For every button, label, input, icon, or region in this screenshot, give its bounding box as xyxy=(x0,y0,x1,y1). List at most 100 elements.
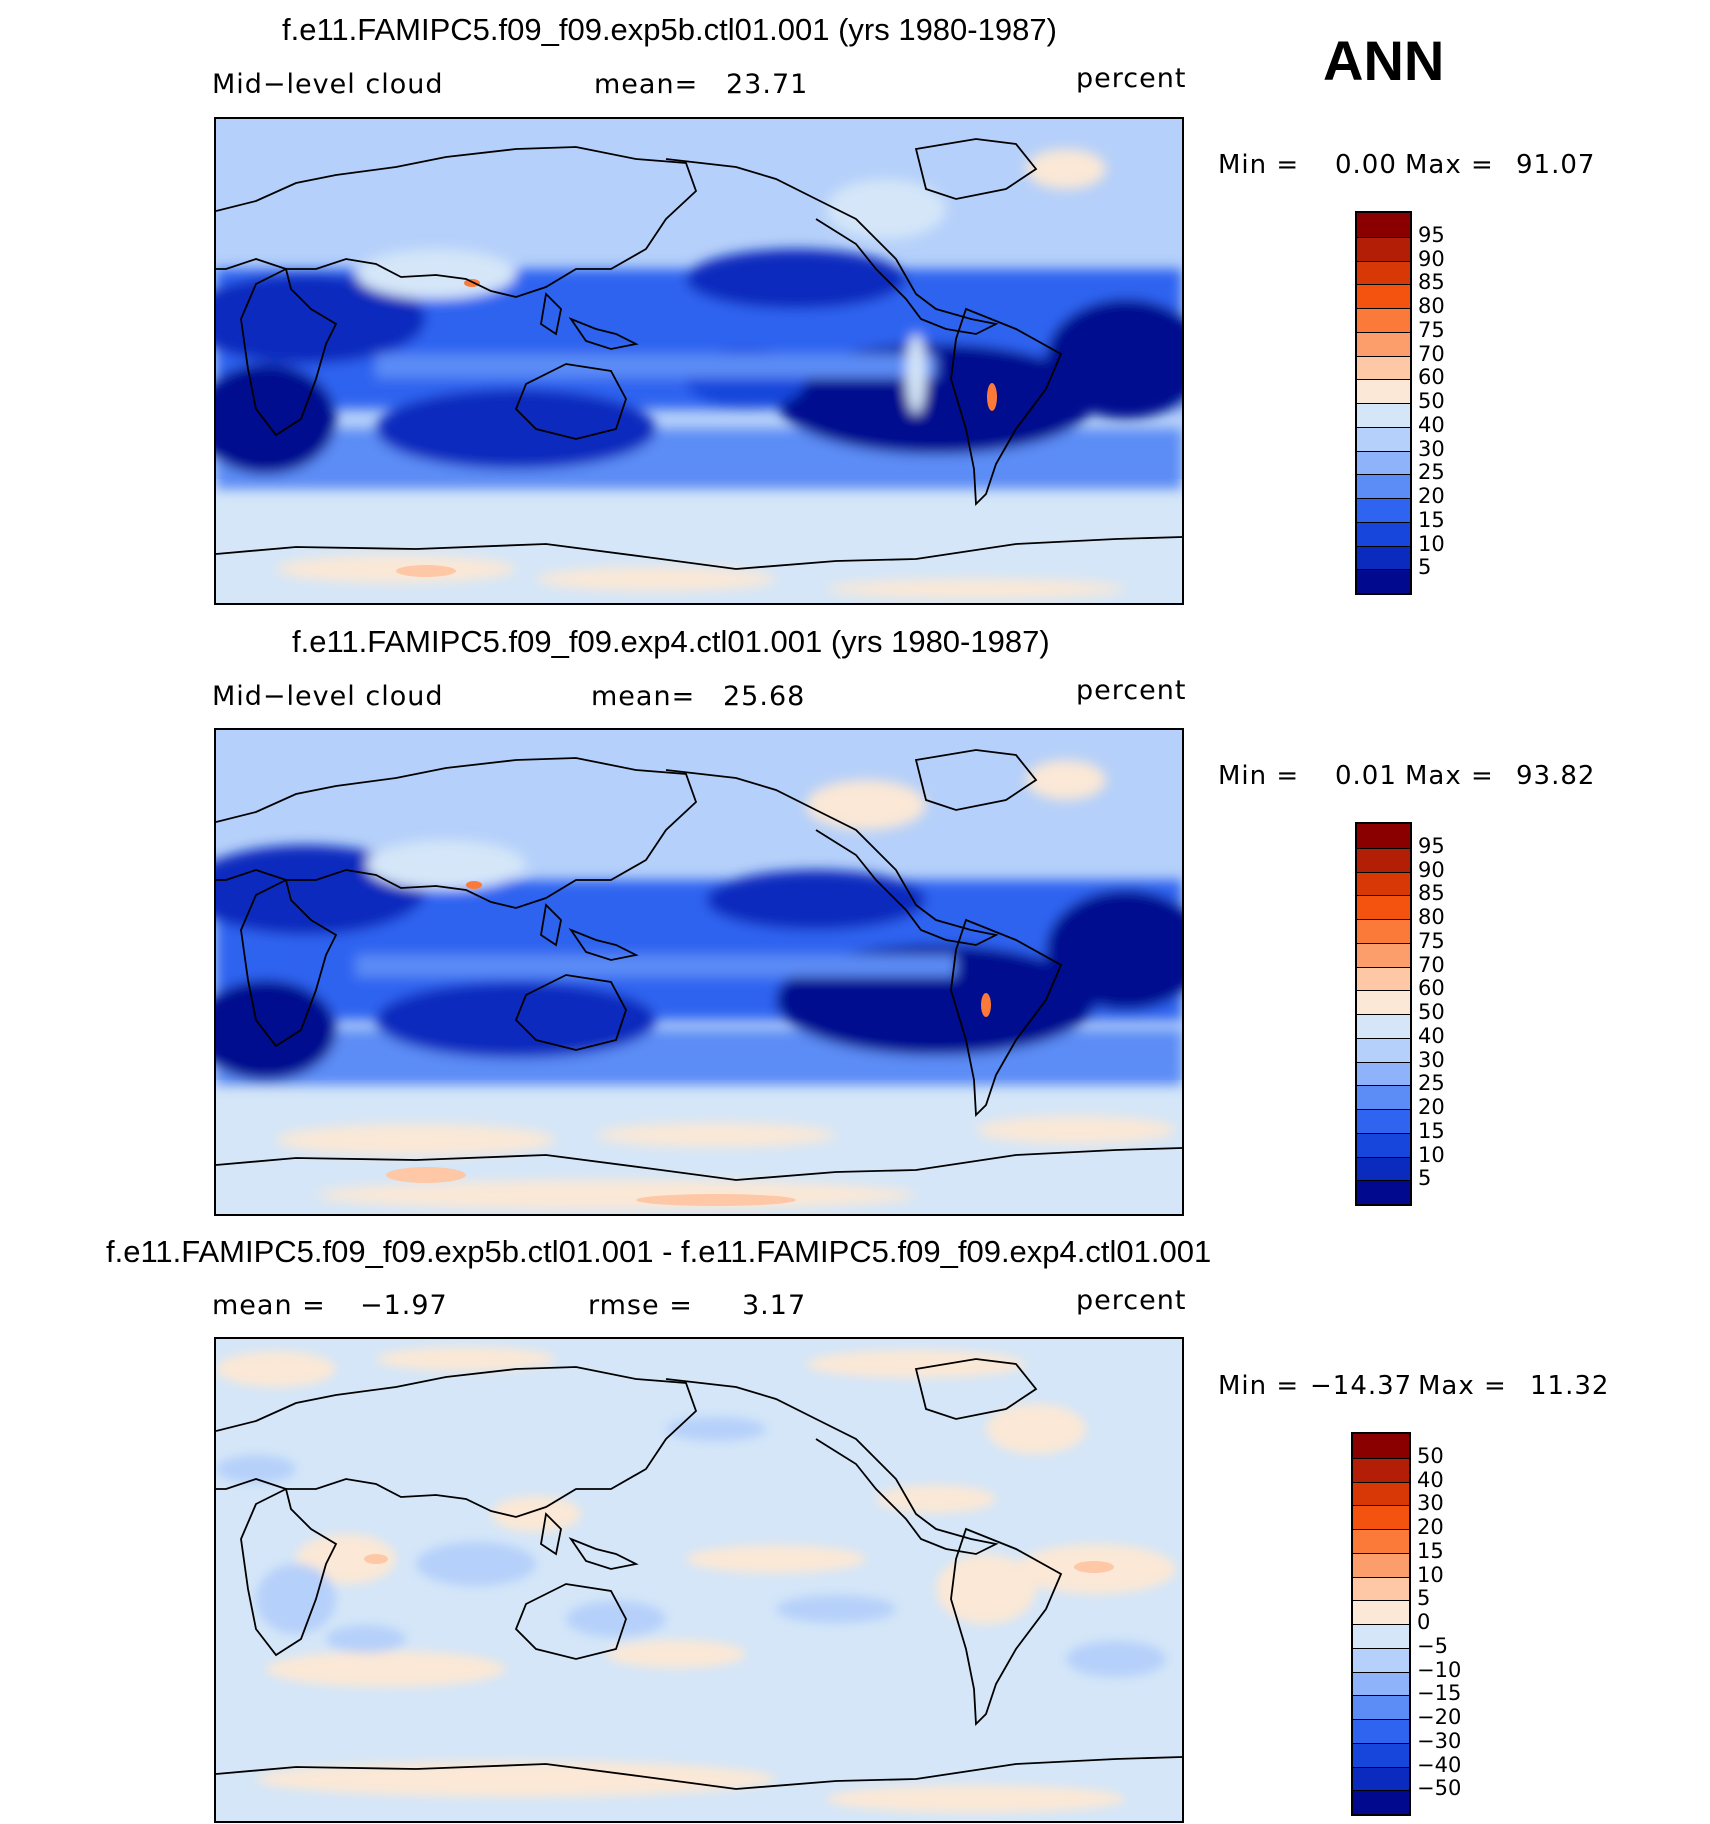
panel-3-max-value: 11.32 xyxy=(1530,1371,1610,1401)
colorbar-box xyxy=(1357,1132,1410,1157)
colorbar-level-label: 20 xyxy=(1418,484,1445,508)
colorbar-level-label: 75 xyxy=(1418,317,1445,342)
colorbar-box xyxy=(1353,1529,1409,1553)
colorbar-box xyxy=(1357,308,1410,332)
colorbar-box xyxy=(1353,1624,1409,1648)
colorbar-level-label: −50 xyxy=(1417,1776,1462,1801)
colorbar-box xyxy=(1357,942,1410,967)
colorbar-box xyxy=(1353,1647,1409,1672)
colorbar-box xyxy=(1353,1719,1409,1743)
colorbar-level-label: −40 xyxy=(1417,1752,1462,1777)
colorbar-box xyxy=(1357,871,1410,896)
panel-2-variable-label: Mid−level cloud xyxy=(212,681,444,712)
colorbar-box xyxy=(1353,1600,1409,1624)
colorbar-box xyxy=(1357,521,1410,546)
panel-1-max-value: 91.07 xyxy=(1516,150,1596,180)
colorbar-box xyxy=(1357,1061,1410,1086)
colorbar-box xyxy=(1353,1742,1409,1767)
colorbar-level-label: 50 xyxy=(1418,1000,1445,1024)
colorbar-box xyxy=(1357,1014,1410,1038)
panel-3-min-value: −14.37 xyxy=(1310,1371,1413,1401)
colorbar-box xyxy=(1357,966,1410,991)
colorbar-level-label: 10 xyxy=(1418,531,1445,556)
colorbar-level-label: 30 xyxy=(1417,1491,1444,1516)
colorbar-level-label: 15 xyxy=(1418,1118,1445,1143)
panel-2-map xyxy=(214,728,1184,1216)
colorbar-box xyxy=(1353,1671,1409,1696)
colorbar-box xyxy=(1357,426,1410,451)
colorbar-box xyxy=(1353,1576,1409,1601)
colorbar-box xyxy=(1357,284,1410,308)
colorbar-level-label: 85 xyxy=(1418,270,1445,295)
colorbar-box xyxy=(1353,1790,1409,1814)
panel-1-mean-value: 23.71 xyxy=(726,69,809,100)
panel-3-mean-label: mean = xyxy=(212,1290,326,1321)
panel-3-rmse-value: 3.17 xyxy=(742,1290,807,1321)
colorbar-level-label: 50 xyxy=(1418,389,1445,413)
panel-2-mean-value: 25.68 xyxy=(723,681,806,712)
colorbar-box xyxy=(1357,895,1410,919)
colorbar-level-label: 40 xyxy=(1417,1467,1444,1492)
colorbar-box xyxy=(1357,474,1410,498)
panel-1-min-value: 0.00 xyxy=(1335,150,1397,180)
colorbar-level-label: 40 xyxy=(1418,412,1445,437)
colorbar-box xyxy=(1353,1434,1409,1458)
panel-3-colorbar xyxy=(1351,1432,1411,1816)
panel-2-mean-label: mean= xyxy=(591,681,696,712)
colorbar-level-label: 30 xyxy=(1418,436,1445,461)
colorbar-box xyxy=(1353,1552,1409,1577)
colorbar-box xyxy=(1357,919,1410,943)
colorbar-box xyxy=(1357,1156,1410,1181)
colorbar-level-label: −30 xyxy=(1417,1728,1462,1753)
panel-1-min-label: Min = xyxy=(1218,150,1300,180)
panel-2-min-label: Min = xyxy=(1218,761,1300,791)
colorbar-box xyxy=(1357,498,1410,522)
colorbar-level-label: 10 xyxy=(1418,1142,1445,1167)
panel-1-title: f.e11.FAMIPC5.f09_f09.exp5b.ctl01.001 (y… xyxy=(282,12,1057,47)
colorbar-level-label: 0 xyxy=(1417,1610,1431,1634)
colorbar-box xyxy=(1357,545,1410,570)
colorbar-level-label: 95 xyxy=(1418,222,1445,247)
colorbar-box xyxy=(1357,260,1410,285)
colorbar-level-label: 5 xyxy=(1417,1586,1431,1611)
panel-3-mean-value: −1.97 xyxy=(360,1290,448,1321)
colorbar-box xyxy=(1357,355,1410,380)
colorbar-box xyxy=(1353,1457,1409,1482)
colorbar-level-label: 70 xyxy=(1418,952,1445,977)
colorbar-box xyxy=(1357,990,1410,1014)
colorbar-level-label: 95 xyxy=(1418,833,1445,858)
panel-3-max-label: Max = xyxy=(1418,1371,1507,1401)
colorbar-level-label: 20 xyxy=(1417,1515,1444,1539)
colorbar-level-label: −10 xyxy=(1417,1657,1462,1682)
panel-3-units: percent xyxy=(1076,1285,1187,1316)
colorbar-level-label: 5 xyxy=(1418,1166,1432,1191)
colorbar-box xyxy=(1357,1085,1410,1109)
panel-2-max-value: 93.82 xyxy=(1516,761,1596,791)
colorbar-level-label: 25 xyxy=(1418,460,1445,485)
panel-1-mean-label: mean= xyxy=(594,69,699,100)
colorbar-level-label: 50 xyxy=(1417,1443,1444,1468)
panel-3-min-label: Min = xyxy=(1218,1371,1300,1401)
panel-1-variable-label: Mid−level cloud xyxy=(212,69,444,100)
colorbar-box xyxy=(1357,379,1410,403)
colorbar-level-label: 60 xyxy=(1418,365,1445,390)
colorbar-box xyxy=(1357,331,1410,356)
colorbar-level-label: 10 xyxy=(1417,1562,1444,1587)
colorbar-level-label: 15 xyxy=(1418,507,1445,532)
panel-3-map xyxy=(214,1337,1184,1823)
colorbar-level-label: 80 xyxy=(1418,294,1445,318)
colorbar-box xyxy=(1357,1037,1410,1062)
colorbar-box xyxy=(1357,236,1410,261)
colorbar-box xyxy=(1357,403,1410,427)
colorbar-box xyxy=(1353,1505,1409,1529)
panel-2-min-value: 0.01 xyxy=(1335,761,1397,791)
colorbar-level-label: 80 xyxy=(1418,905,1445,929)
panel-1-colorbar xyxy=(1355,211,1412,595)
colorbar-box xyxy=(1353,1695,1409,1719)
colorbar-level-label: 85 xyxy=(1418,881,1445,906)
colorbar-level-label: 75 xyxy=(1418,928,1445,953)
colorbar-level-label: 90 xyxy=(1418,246,1445,271)
colorbar-level-label: 25 xyxy=(1418,1071,1445,1096)
colorbar-box xyxy=(1357,847,1410,872)
panel-1-map xyxy=(214,117,1184,605)
